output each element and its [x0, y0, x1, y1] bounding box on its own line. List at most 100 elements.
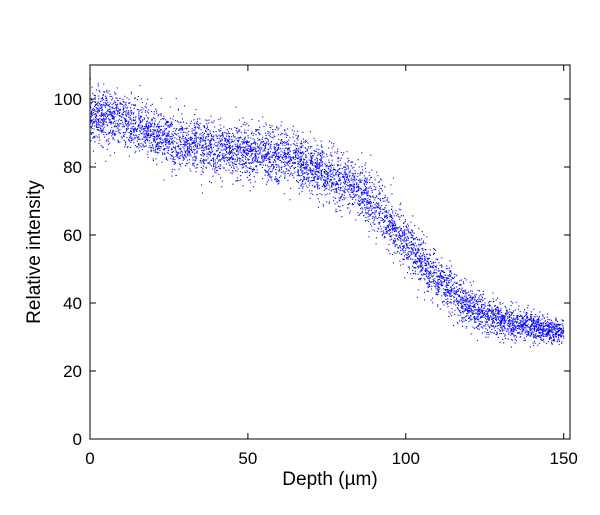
data-point [514, 318, 516, 320]
data-point [268, 142, 270, 145]
data-point [93, 135, 95, 137]
data-point [260, 143, 262, 145]
data-point [468, 294, 470, 296]
data-point [423, 291, 426, 293]
data-point [469, 300, 471, 302]
data-point [203, 126, 206, 128]
data-point [346, 190, 348, 192]
data-point [176, 155, 178, 157]
data-point [179, 136, 181, 138]
data-point [406, 226, 408, 229]
data-point [409, 242, 411, 244]
data-point [535, 335, 537, 337]
data-point [440, 283, 442, 285]
data-point [287, 128, 289, 130]
data-point [550, 328, 552, 330]
data-point [242, 138, 244, 140]
data-point [162, 148, 164, 150]
data-point [501, 318, 503, 320]
data-point [369, 200, 371, 202]
data-point [485, 313, 487, 315]
data-point [281, 157, 283, 159]
data-point [359, 203, 361, 205]
data-point [469, 310, 471, 312]
data-point [300, 167, 302, 169]
data-point [255, 130, 257, 132]
data-point [297, 169, 299, 171]
data-point [204, 141, 206, 143]
data-point [187, 148, 189, 150]
data-point [106, 110, 108, 112]
data-point [202, 150, 204, 152]
data-point [386, 214, 388, 217]
data-point [188, 159, 191, 161]
data-point [282, 147, 284, 150]
data-point [438, 262, 440, 264]
data-point [311, 157, 313, 159]
data-point [160, 113, 162, 115]
data-point [187, 154, 189, 156]
data-point [294, 143, 296, 145]
data-point [369, 202, 371, 205]
data-point [219, 159, 221, 161]
data-point [157, 147, 159, 149]
data-point [393, 241, 395, 243]
data-point [319, 158, 321, 160]
data-point [442, 301, 444, 303]
data-point [313, 180, 315, 182]
data-point [470, 297, 472, 299]
data-point [165, 147, 167, 149]
data-point [239, 164, 241, 166]
data-point [444, 288, 446, 291]
data-point [384, 196, 386, 198]
data-point [509, 316, 511, 318]
data-point [352, 196, 355, 199]
data-point [208, 161, 210, 163]
data-point [502, 330, 504, 332]
data-point [556, 328, 558, 330]
data-point [299, 159, 301, 161]
data-point [93, 121, 95, 123]
data-point [297, 130, 299, 132]
data-point [436, 282, 438, 284]
data-point [176, 138, 178, 140]
data-point [330, 179, 333, 181]
data-point [302, 164, 304, 166]
data-point [204, 149, 206, 151]
data-point [401, 215, 403, 217]
data-point [142, 145, 144, 147]
data-point [395, 235, 397, 237]
data-point [305, 140, 307, 142]
data-point [100, 145, 102, 147]
data-point [102, 98, 104, 100]
data-point [416, 238, 418, 240]
data-point [289, 153, 291, 156]
data-point [366, 202, 368, 204]
data-point [335, 210, 337, 212]
data-point [227, 153, 229, 155]
data-point [265, 157, 267, 159]
data-point [353, 179, 355, 181]
data-point [480, 300, 482, 302]
data-point [400, 237, 402, 239]
data-point [376, 218, 378, 220]
data-point [178, 129, 181, 131]
data-point [468, 312, 470, 314]
data-point [526, 325, 528, 327]
data-point [484, 321, 486, 323]
data-point [285, 161, 287, 164]
data-point [522, 324, 524, 326]
data-point [506, 309, 508, 311]
data-point [410, 243, 412, 245]
data-point [265, 143, 267, 145]
data-point [188, 147, 190, 149]
data-point [284, 152, 286, 154]
data-point [432, 262, 435, 264]
data-point [367, 210, 369, 212]
data-point [171, 151, 173, 153]
data-point [362, 169, 364, 171]
data-point [456, 290, 458, 292]
data-point [345, 176, 347, 179]
data-point [121, 103, 123, 105]
data-point [125, 118, 127, 120]
